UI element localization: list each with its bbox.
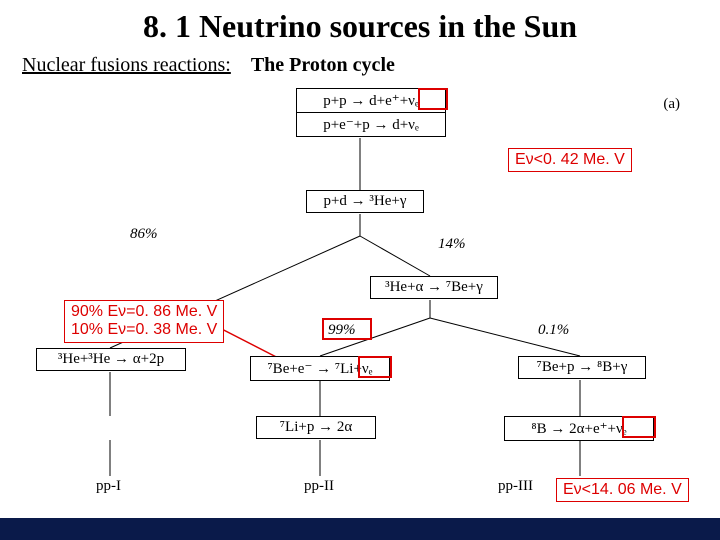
proton-cycle-diagram: p+p → d+e⁺+νₑ p+e⁻+p → d+νₑ (a) Eν<0. 42… (0, 78, 720, 518)
note-energy-be7: 90% Eν=0. 86 Me. V 10% Eν=0. 38 Me. V (64, 300, 224, 343)
chain-label-pp3: pp-III (498, 478, 533, 495)
percent-14: 14% (438, 236, 466, 253)
chain-label-pp2: pp-II (304, 478, 334, 495)
reaction-be7-p: ⁷Be+p → ⁸B+γ (518, 356, 646, 379)
percent-0p1: 0.1% (538, 322, 569, 339)
reaction-li7-p: ⁷Li+p → 2α (256, 416, 376, 439)
highlight-nu-be7 (358, 356, 392, 378)
note-energy-b8: Eν<14. 06 Me. V (556, 478, 689, 502)
reaction-pep: p+e⁻+p → d+νₑ (296, 112, 446, 137)
highlight-nu-pp (418, 88, 448, 110)
note-energy-pp: Eν<0. 42 Me. V (508, 148, 632, 172)
reaction-pd: p+d → ³He+γ (306, 190, 424, 213)
chain-label-pp1: pp-I (96, 478, 121, 495)
subtitle-part-b: The Proton cycle (251, 54, 395, 76)
slide-subtitle: Nuclear fusions reactions: The Proton cy… (22, 54, 395, 77)
note-energy-be7-line2: 10% Eν=0. 38 Me. V (71, 321, 217, 338)
reaction-he3-alpha: ³He+α → ⁷Be+γ (370, 276, 498, 299)
panel-tag-a: (a) (663, 96, 680, 113)
percent-86: 86% (130, 226, 158, 243)
diagram-connectors (0, 78, 720, 518)
note-energy-be7-line1: 90% Eν=0. 86 Me. V (71, 303, 217, 320)
subtitle-part-a: Nuclear fusions reactions: (22, 54, 231, 76)
slide-title: 8. 1 Neutrino sources in the Sun (0, 8, 720, 45)
highlight-99pct (322, 318, 372, 340)
reaction-he3-he3: ³He+³He → α+2p (36, 348, 186, 371)
highlight-nu-b8 (622, 416, 656, 438)
